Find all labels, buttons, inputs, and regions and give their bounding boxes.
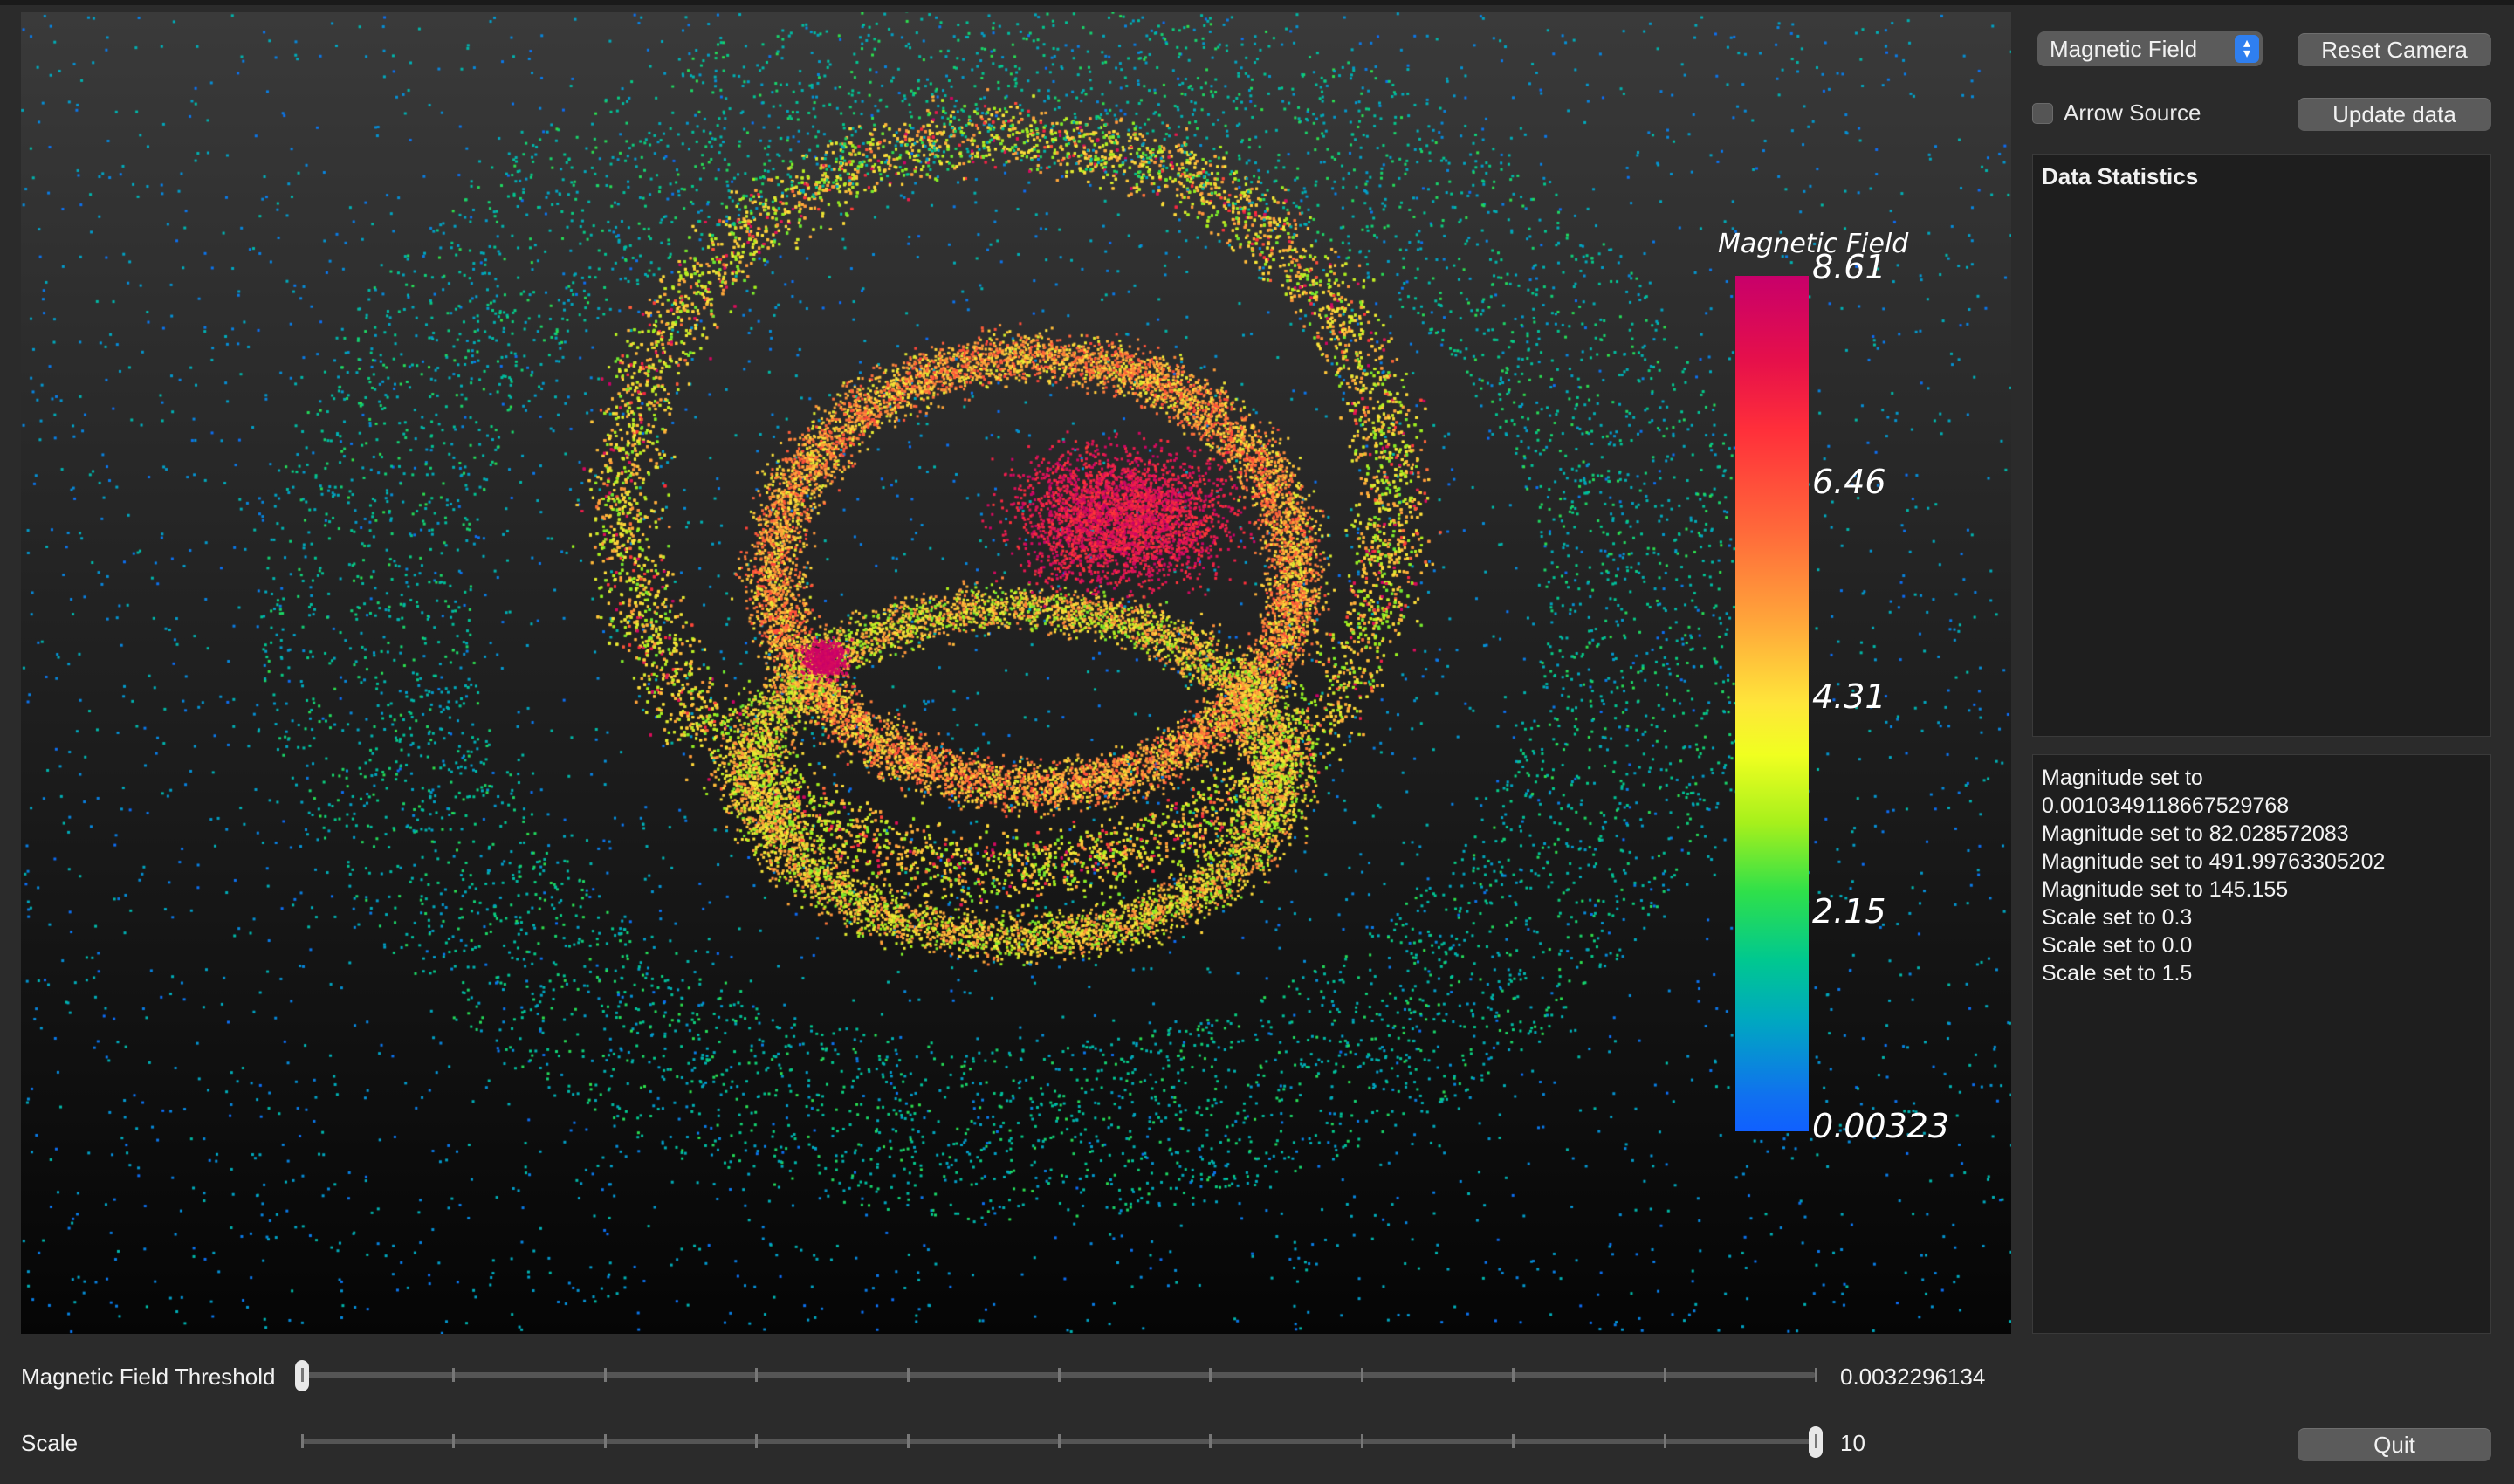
slider-tick-mark [1058, 1368, 1061, 1382]
slider-tick-mark [1360, 1368, 1363, 1382]
slider-tick-mark [603, 1434, 607, 1448]
field-select-value: Magnetic Field [2050, 35, 2198, 62]
colorbar-tick-max: 8.61 [1812, 248, 1886, 286]
point-cloud [21, 12, 2011, 1334]
threshold-value: 0.0032296134 [1840, 1364, 1986, 1390]
threshold-label: Magnetic Field Threshold [21, 1364, 276, 1390]
slider-tick-mark [1663, 1368, 1666, 1382]
slider-tick-mark [1663, 1434, 1666, 1448]
slider-tick-mark [906, 1434, 910, 1448]
slider-tick-mark [452, 1368, 456, 1382]
colorbar-tick-min: 0.00323 [1812, 1107, 1950, 1145]
arrow-source-checkbox[interactable] [2032, 103, 2053, 124]
log-line: Scale set to 0.0 [2042, 933, 2193, 958]
slider-tick-mark [906, 1368, 910, 1382]
reset-camera-button[interactable]: Reset Camera [2298, 33, 2491, 66]
scale-value: 10 [1840, 1430, 1865, 1456]
slider-tick-mark [1058, 1434, 1061, 1448]
slider-tick-mark [301, 1434, 304, 1448]
log-line: Magnitude set to 82.028572083 [2042, 821, 2349, 846]
slider-tick-mark [452, 1434, 456, 1448]
data-statistics-title: Data Statistics [2042, 163, 2199, 189]
colorbar-title: Magnetic Field [1718, 229, 1909, 259]
log-lines: Magnitude set to 0.0010349118667529768 M… [2042, 764, 2385, 987]
slider-tick-mark [1512, 1368, 1515, 1382]
slider-tick-mark [1209, 1434, 1212, 1448]
field-select[interactable]: Magnetic Field ▴ ▾ [2037, 31, 2263, 66]
slider-tick-mark [1815, 1368, 1817, 1382]
arrow-source-label: Arrow Source [2064, 100, 2201, 126]
slider-tick-mark [1815, 1434, 1817, 1448]
update-data-button[interactable]: Update data [2298, 98, 2491, 131]
log-panel[interactable]: Magnitude set to 0.0010349118667529768 M… [2032, 754, 2491, 1334]
slider-tick-mark [1512, 1434, 1515, 1448]
data-statistics-panel: Data Statistics [2032, 154, 2491, 737]
quit-button[interactable]: Quit [2298, 1428, 2491, 1461]
slider-tick-mark [1360, 1434, 1363, 1448]
log-line: Magnitude set to 145.155 [2042, 877, 2289, 902]
updown-chevron-icon: ▴ ▾ [2235, 35, 2259, 63]
log-line: Magnitude set to 491.99763305202 [2042, 849, 2386, 874]
slider-tick-mark [1209, 1368, 1212, 1382]
window-top-border [0, 0, 2514, 5]
colorbar-tick: 6.46 [1812, 463, 1886, 501]
slider-tick-mark [755, 1434, 759, 1448]
render-viewport[interactable]: Magnetic Field 8.61 6.46 4.31 2.15 0.003… [21, 12, 2011, 1334]
log-line: Scale set to 1.5 [2042, 961, 2193, 986]
slider-tick-mark [755, 1368, 759, 1382]
colorbar-tick: 4.31 [1812, 677, 1886, 716]
log-line: Scale set to 0.3 [2042, 905, 2193, 930]
log-line: Magnitude set to [2042, 766, 2203, 790]
colorbar-tick: 2.15 [1812, 892, 1886, 931]
slider-tick-mark [603, 1368, 607, 1382]
log-line: 0.0010349118667529768 [2042, 794, 2290, 818]
scale-label: Scale [21, 1430, 79, 1456]
slider-tick-mark [301, 1368, 304, 1382]
colorbar [1735, 276, 1809, 1131]
